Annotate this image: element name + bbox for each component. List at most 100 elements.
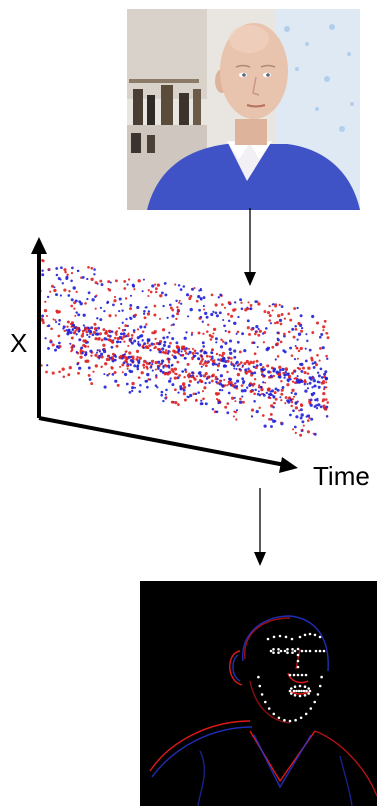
- event-point: [244, 368, 248, 372]
- landmark-dot: [320, 675, 323, 679]
- event-point: [224, 341, 228, 345]
- event-point: [130, 341, 133, 344]
- event-point: [321, 380, 326, 384]
- event-point: [252, 382, 256, 386]
- event-point: [204, 381, 207, 385]
- event-point: [70, 336, 74, 340]
- event-point: [263, 331, 267, 334]
- event-point: [291, 371, 294, 375]
- event-point: [273, 321, 277, 325]
- event-point: [133, 386, 137, 389]
- event-point: [272, 405, 275, 409]
- event-point: [271, 394, 274, 397]
- event-point: [171, 308, 175, 312]
- event-point: [255, 359, 259, 363]
- event-point: [71, 266, 74, 270]
- event-point: [235, 367, 238, 371]
- event-point: [247, 301, 250, 304]
- event-point: [168, 350, 171, 353]
- event-point: [74, 299, 78, 303]
- event-point: [235, 385, 239, 388]
- event-point: [129, 363, 132, 366]
- event-point: [187, 383, 191, 387]
- landmark-dot: [293, 694, 297, 697]
- event-point: [233, 321, 237, 325]
- event-point: [299, 346, 303, 351]
- event-point: [281, 386, 285, 389]
- event-point: [145, 365, 148, 369]
- event-point: [202, 332, 205, 335]
- event-point: [290, 404, 293, 408]
- event-point: [113, 295, 117, 299]
- event-point: [300, 413, 304, 417]
- event-point: [189, 307, 193, 312]
- event-point: [306, 387, 310, 390]
- event-points: [38, 259, 330, 437]
- event-point: [315, 321, 320, 325]
- event-point: [206, 330, 209, 333]
- event-point: [99, 306, 102, 309]
- event-point: [300, 326, 304, 330]
- event-point: [227, 312, 230, 316]
- event-point: [254, 365, 258, 370]
- landmark-dot: [303, 694, 307, 697]
- event-point: [120, 302, 123, 306]
- event-point: [272, 367, 277, 371]
- event-point: [121, 321, 124, 324]
- event-point: [126, 367, 129, 370]
- event-point: [124, 359, 128, 363]
- event-point: [96, 356, 99, 359]
- event-point: [313, 361, 317, 365]
- event-point: [186, 362, 190, 366]
- event-point: [243, 389, 247, 393]
- event-point: [208, 381, 211, 385]
- event-point: [94, 307, 97, 310]
- event-point: [240, 361, 243, 364]
- event-point: [169, 377, 172, 380]
- event-point: [301, 428, 304, 432]
- event-point: [123, 279, 127, 283]
- event-point: [214, 337, 218, 341]
- event-point: [218, 362, 221, 365]
- event-point: [116, 383, 120, 387]
- event-point: [142, 366, 146, 369]
- event-point: [153, 304, 157, 308]
- event-point: [222, 356, 226, 360]
- landmark-dot: [291, 648, 294, 651]
- event-point: [58, 370, 61, 374]
- event-point: [90, 266, 94, 270]
- event-point: [250, 328, 254, 331]
- event-point: [107, 280, 111, 284]
- event-point: [310, 356, 314, 360]
- event-point: [67, 373, 71, 377]
- event-point: [274, 397, 278, 401]
- landmark-dot: [307, 687, 310, 690]
- event-point: [278, 375, 282, 379]
- event-point: [286, 383, 290, 387]
- event-point: [51, 343, 55, 347]
- landmark-dot: [290, 692, 293, 695]
- event-point: [90, 354, 93, 358]
- event-point: [166, 372, 170, 376]
- landmark-dot: [260, 693, 264, 696]
- event-point: [75, 311, 78, 314]
- event-point: [305, 333, 308, 336]
- event-point: [69, 331, 73, 335]
- event-point: [160, 393, 163, 397]
- event-point: [82, 343, 86, 347]
- event-point: [86, 359, 90, 363]
- event-point: [283, 317, 287, 320]
- event-point: [121, 363, 125, 367]
- event-point: [268, 417, 271, 421]
- event-point: [189, 393, 193, 398]
- event-point: [151, 284, 155, 288]
- event-point: [228, 347, 232, 351]
- landmark-dot: [293, 685, 297, 688]
- event-point: [47, 346, 50, 350]
- event-point: [71, 344, 75, 348]
- event-point: [128, 351, 132, 355]
- event-point: [171, 354, 174, 357]
- portrait-illustration: [127, 9, 360, 210]
- event-point: [215, 363, 218, 366]
- event-point: [218, 382, 222, 386]
